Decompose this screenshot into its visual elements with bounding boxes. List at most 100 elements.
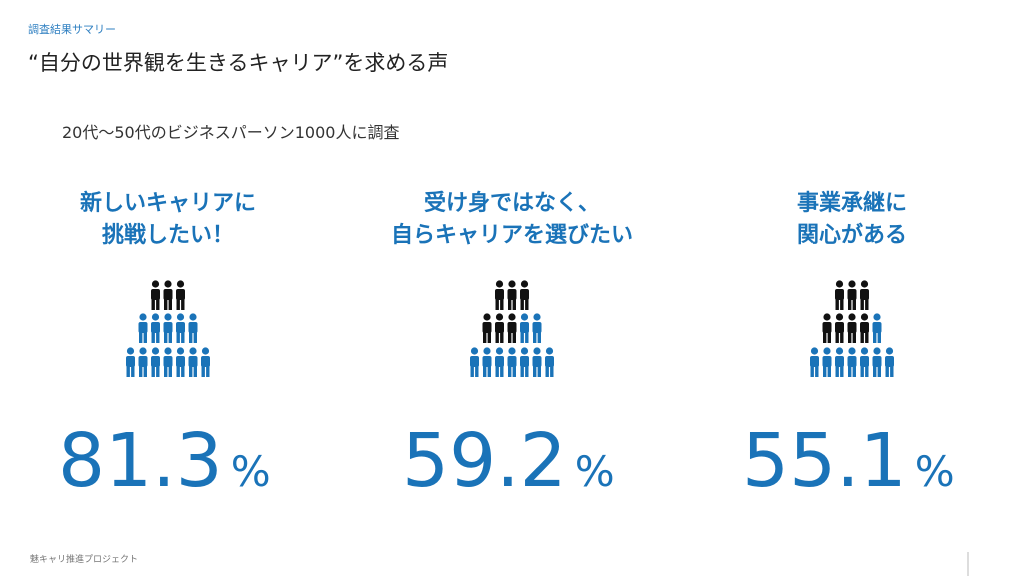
person-icon bbox=[822, 313, 832, 343]
percent-number: 55.1 bbox=[742, 418, 907, 504]
icon-body bbox=[520, 356, 529, 367]
icon-body bbox=[188, 356, 198, 367]
icon-body bbox=[495, 289, 504, 300]
icon-leg bbox=[168, 299, 172, 310]
icon-body bbox=[163, 289, 173, 300]
icon-leg bbox=[840, 299, 844, 310]
icon-leg bbox=[890, 366, 894, 377]
icon-leg bbox=[495, 332, 499, 343]
icon-leg bbox=[143, 366, 147, 377]
icon-body bbox=[872, 322, 882, 333]
icon-leg bbox=[164, 299, 168, 310]
item-heading: 受け身ではなく、 bbox=[424, 190, 600, 216]
icon-head bbox=[201, 347, 210, 355]
icon-leg bbox=[835, 299, 839, 310]
icon-body bbox=[860, 289, 869, 300]
icon-leg bbox=[475, 366, 479, 377]
percent-number: 81.3 bbox=[58, 418, 223, 504]
icon-leg bbox=[877, 332, 881, 343]
icon-leg bbox=[848, 366, 852, 377]
icon-body bbox=[847, 356, 857, 367]
icon-leg bbox=[810, 366, 814, 377]
percent-value: 55.1% bbox=[742, 418, 955, 504]
section-label: 調査結果サマリー bbox=[28, 22, 116, 36]
icon-body bbox=[163, 356, 173, 367]
person-icon bbox=[520, 347, 529, 377]
icon-head bbox=[860, 347, 869, 355]
icon-leg bbox=[206, 366, 210, 377]
icon-leg bbox=[860, 299, 864, 310]
icon-head bbox=[164, 347, 172, 355]
person-icon bbox=[138, 313, 148, 343]
icon-leg bbox=[533, 332, 537, 343]
icon-leg bbox=[865, 332, 869, 343]
icon-head bbox=[823, 313, 831, 321]
icon-head bbox=[151, 313, 160, 321]
person-icon bbox=[810, 347, 819, 377]
icon-leg bbox=[176, 332, 180, 343]
icon-leg bbox=[500, 299, 504, 310]
person-icon bbox=[163, 280, 173, 310]
icon-leg bbox=[873, 332, 877, 343]
person-icon bbox=[847, 280, 857, 310]
slide-title: “自分の世界観を生きるキャリア”を求める声 bbox=[28, 51, 448, 75]
icon-head bbox=[848, 313, 856, 321]
icon-leg bbox=[487, 332, 491, 343]
icon-body bbox=[822, 322, 832, 333]
icon-head bbox=[508, 347, 516, 355]
icon-leg bbox=[848, 332, 852, 343]
icon-leg bbox=[840, 366, 844, 377]
icon-leg bbox=[176, 299, 180, 310]
icon-body bbox=[201, 356, 210, 367]
icon-leg bbox=[156, 366, 160, 377]
icon-head bbox=[545, 347, 554, 355]
icon-body bbox=[847, 289, 857, 300]
icon-leg bbox=[852, 299, 856, 310]
icon-leg bbox=[176, 366, 180, 377]
icon-head bbox=[873, 347, 881, 355]
icon-leg bbox=[181, 299, 185, 310]
percent-unit: % bbox=[915, 447, 955, 496]
subtitle: 20代〜50代のビジネスパーソン1000人に調査 bbox=[62, 123, 399, 142]
icon-body bbox=[482, 356, 492, 367]
icon-head bbox=[139, 347, 147, 355]
percent-value: 59.2% bbox=[402, 418, 615, 504]
icon-body bbox=[151, 289, 160, 300]
icon-leg bbox=[835, 332, 839, 343]
icon-head bbox=[483, 347, 491, 355]
icon-head bbox=[508, 280, 516, 288]
icon-leg bbox=[193, 366, 197, 377]
person-icon bbox=[860, 347, 869, 377]
percent-unit: % bbox=[231, 447, 271, 496]
icon-leg bbox=[848, 299, 852, 310]
icon-leg bbox=[860, 332, 864, 343]
icon-head bbox=[126, 347, 135, 355]
person-icon bbox=[151, 313, 160, 343]
person-icon bbox=[482, 313, 492, 343]
icon-leg bbox=[865, 299, 869, 310]
icon-leg bbox=[537, 366, 541, 377]
icon-leg bbox=[852, 332, 856, 343]
icon-body bbox=[482, 322, 492, 333]
icon-body bbox=[151, 322, 160, 333]
icon-body bbox=[126, 356, 135, 367]
icon-head bbox=[164, 280, 172, 288]
icon-head bbox=[139, 313, 147, 321]
person-icon bbox=[847, 347, 857, 377]
icon-body bbox=[835, 289, 844, 300]
icon-leg bbox=[151, 332, 155, 343]
icon-head bbox=[835, 347, 844, 355]
icon-leg bbox=[156, 332, 160, 343]
icon-head bbox=[873, 313, 881, 321]
person-icon bbox=[520, 313, 529, 343]
person-icon bbox=[176, 347, 185, 377]
person-icon bbox=[495, 280, 504, 310]
icon-head bbox=[483, 313, 491, 321]
icon-leg bbox=[483, 332, 487, 343]
icon-head bbox=[151, 280, 160, 288]
person-icon bbox=[163, 313, 173, 343]
person-icon bbox=[885, 347, 894, 377]
icon-head bbox=[860, 280, 869, 288]
icon-body bbox=[532, 322, 542, 333]
